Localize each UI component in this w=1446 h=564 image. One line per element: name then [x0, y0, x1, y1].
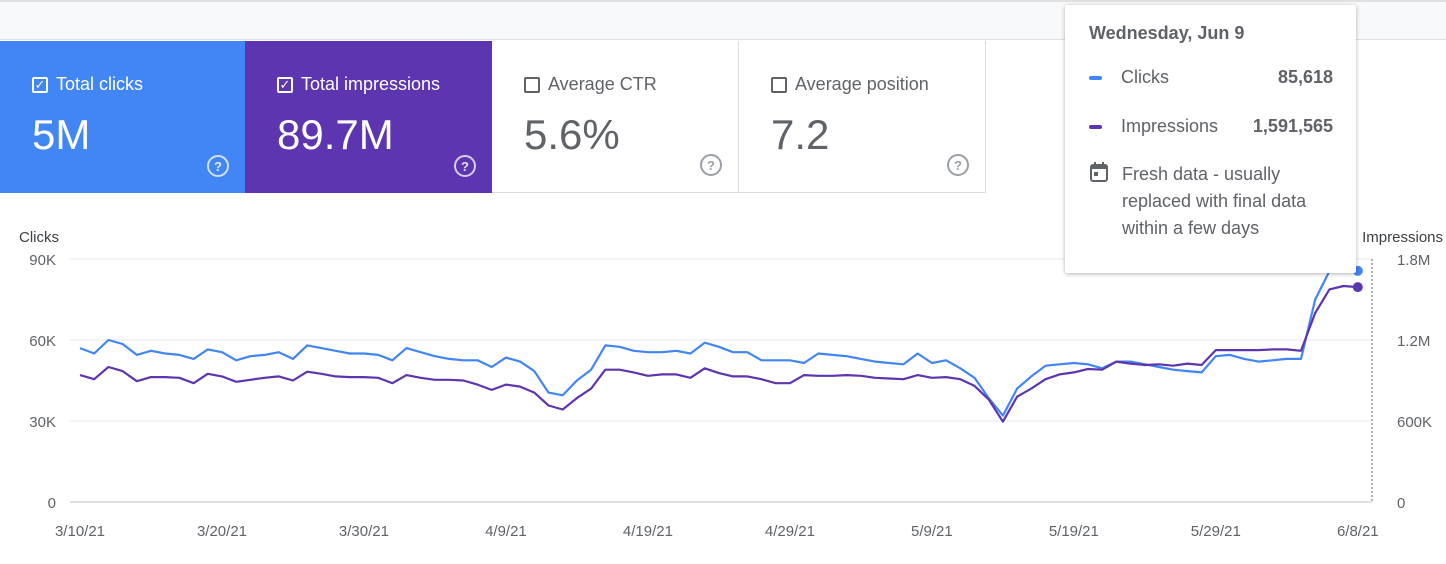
x-tick-label: 5/19/21: [1049, 523, 1099, 540]
x-tick-label: 6/8/21: [1337, 523, 1379, 540]
series-line-clicks: [79, 269, 1358, 417]
help-icon[interactable]: ?: [207, 155, 229, 177]
tooltip-row-clicks: Clicks 85,618: [1089, 67, 1333, 88]
chart-tooltip: Wednesday, Jun 9 Clicks 85,618 Impressio…: [1065, 5, 1356, 273]
metric-value: 7.2: [771, 111, 830, 158]
metric-card-average-position[interactable]: Average position 7.2 ?: [739, 41, 986, 193]
metric-card-total-clicks[interactable]: ✓ Total clicks 5M ?: [0, 41, 245, 193]
help-icon[interactable]: ?: [454, 155, 476, 177]
y-tick-label-left: 60K: [29, 333, 56, 350]
legend-swatch-impressions: [1089, 124, 1102, 129]
x-tick-label: 5/9/21: [911, 523, 953, 540]
y-tick-label-right: 0: [1397, 495, 1405, 512]
x-tick-label: 3/20/21: [197, 523, 247, 540]
x-tick-label: 4/29/21: [765, 523, 815, 540]
y-tick-label-left: 30K: [29, 414, 56, 431]
metric-label-text: Total impressions: [301, 74, 441, 94]
tooltip-date: Wednesday, Jun 9: [1089, 23, 1245, 43]
x-tick-label: 3/30/21: [339, 523, 389, 540]
metric-card-label: ✓ Total impressions: [277, 74, 440, 95]
metric-cards: ✓ Total clicks 5M ? ✓ Total impressions …: [0, 41, 987, 193]
y-axis-title-right: Impressions: [1362, 229, 1443, 246]
y-tick-label-left: 0: [48, 495, 56, 512]
checkbox-unchecked-icon[interactable]: [524, 76, 540, 93]
y-axis-title-left: Clicks: [19, 229, 59, 246]
y-tick-label-right: 600K: [1397, 414, 1432, 431]
checkbox-checked-icon[interactable]: ✓: [32, 76, 48, 93]
x-tick-label: 4/19/21: [623, 523, 673, 540]
x-tick-label: 4/9/21: [485, 523, 527, 540]
metric-value: 89.7M: [277, 111, 394, 158]
x-tick-label: 5/29/21: [1191, 523, 1241, 540]
metric-label-text: Total clicks: [56, 74, 144, 94]
metric-card-average-ctr[interactable]: Average CTR 5.6% ?: [492, 41, 739, 193]
series-point-impressions: [1352, 282, 1363, 293]
fresh-data-note: Fresh data - usually replaced with final…: [1089, 161, 1322, 242]
metric-card-label: Average position: [771, 74, 929, 95]
metric-card-label: ✓ Total clicks: [32, 74, 143, 95]
x-tick-label: 3/10/21: [55, 523, 105, 540]
metric-value: 5M: [32, 111, 91, 158]
tooltip-series-name: Impressions: [1121, 116, 1219, 136]
calendar-icon: [1089, 161, 1109, 183]
tooltip-series-name: Clicks: [1121, 67, 1169, 87]
tooltip-series-value: 85,618: [1277, 67, 1333, 87]
metric-label-text: Average CTR: [548, 74, 657, 94]
y-tick-label-left: 90K: [29, 252, 56, 269]
y-tick-label-right: 1.2M: [1397, 333, 1430, 350]
checkbox-unchecked-icon[interactable]: [771, 76, 787, 93]
fresh-data-text: Fresh data - usually replaced with final…: [1122, 164, 1307, 238]
performance-chart[interactable]: 0 0 30K 600K 60K 1.2M 90K 1.8M Clicks Impressions…: [0, 200, 1446, 564]
help-icon[interactable]: ?: [947, 154, 969, 176]
tooltip-series-value: 1,591,565: [1252, 116, 1333, 136]
metric-value: 5.6%: [524, 111, 620, 158]
help-icon[interactable]: ?: [700, 154, 722, 176]
checkbox-checked-icon[interactable]: ✓: [277, 76, 293, 93]
tooltip-row-impressions: Impressions 1,591,565: [1089, 116, 1333, 137]
metric-card-total-impressions[interactable]: ✓ Total impressions 89.7M ?: [245, 41, 492, 193]
metric-label-text: Average position: [795, 74, 929, 94]
metric-card-label: Average CTR: [524, 74, 657, 95]
legend-swatch-clicks: [1089, 75, 1102, 80]
y-tick-label-right: 1.8M: [1397, 252, 1430, 269]
series-line-impressions: [79, 284, 1358, 423]
